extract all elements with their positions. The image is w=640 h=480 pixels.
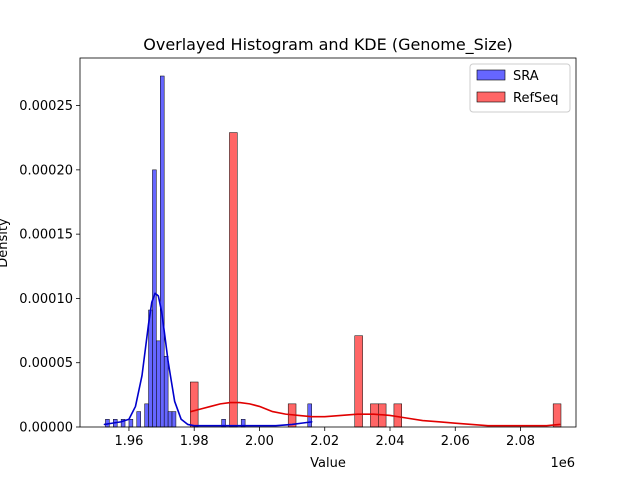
bar-sra-5 (144, 403, 149, 428)
legend: SRA RefSeq (469, 63, 571, 113)
bar-sra-6 (148, 309, 153, 428)
legend-label-sra: SRA (513, 69, 539, 84)
x-tick-label: 2.08 (506, 434, 535, 449)
bar-refseq-1 (229, 132, 238, 428)
x-axis-label: Value (310, 456, 346, 471)
y-axis-label: Density (0, 218, 11, 268)
bar-sra-15 (307, 403, 312, 428)
bar-refseq-7 (552, 403, 562, 428)
bar-sra-11 (167, 411, 173, 428)
kde-line-refseq (190, 401, 561, 427)
x-tick-label: 2.06 (441, 434, 470, 449)
x-axis-offset-label: 1e6 (550, 456, 575, 471)
bar-refseq-3 (354, 335, 363, 428)
legend-label-refseq: RefSeq (513, 91, 559, 106)
y-tick-label: 0.00000 (19, 421, 73, 436)
bar-sra-3 (128, 419, 134, 428)
y-tick-label: 0.00020 (19, 163, 73, 178)
x-tick-label: 1.96 (114, 434, 143, 449)
y-tick-label: 0.00015 (19, 228, 73, 243)
bar-sra-4 (136, 411, 141, 428)
bar-refseq-0 (190, 381, 199, 428)
legend-swatch-sra (476, 69, 506, 81)
y-tick-label: 0.00010 (19, 292, 73, 307)
bar-sra-10 (163, 356, 169, 428)
bar-sra-8 (156, 340, 161, 428)
kde-layer (103, 292, 561, 427)
bar-sra-9 (160, 75, 165, 428)
legend-swatch-refseq (476, 91, 506, 103)
x-tick-label: 2.00 (245, 434, 274, 449)
kde-line-sra (103, 292, 313, 427)
x-axis: 1.96 1.98 2.00 2.02 2.04 2.06 2.08 (114, 427, 535, 449)
x-tick-label: 2.02 (310, 434, 339, 449)
plot-frame (79, 57, 577, 428)
x-tick-label: 2.04 (376, 434, 405, 449)
x-tick-label: 1.98 (180, 434, 209, 449)
bar-refseq-4 (370, 403, 379, 428)
bar-sra-12 (171, 411, 177, 428)
y-tick-label: 0.00005 (19, 356, 73, 371)
y-axis: 0.00000 0.00005 0.00010 0.00015 0.00020 0.000… (19, 99, 80, 436)
chart-title: Overlayed Histogram and KDE (Genome_Size… (143, 35, 513, 55)
y-tick-label: 0.00025 (19, 99, 73, 114)
